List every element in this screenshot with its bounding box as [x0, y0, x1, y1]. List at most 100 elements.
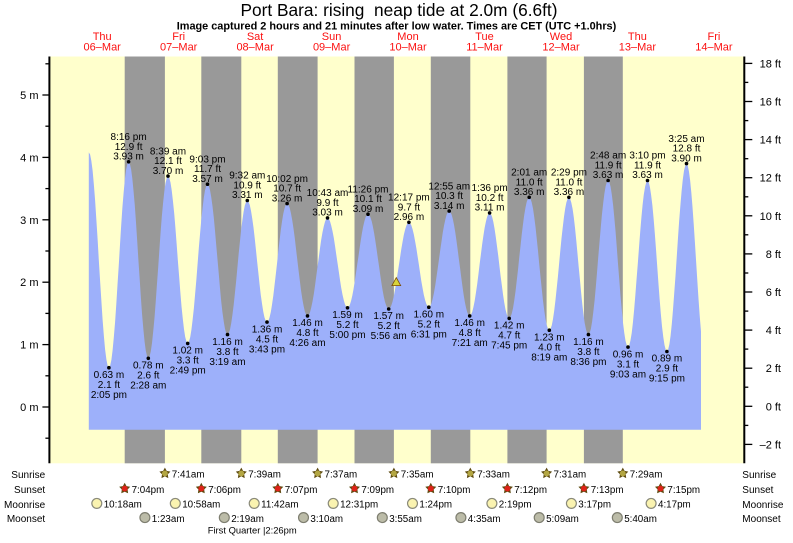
svg-text:3.63 m: 3.63 m	[593, 170, 624, 181]
svg-text:2:19pm: 2:19pm	[499, 500, 532, 511]
svg-text:1.46 m: 1.46 m	[292, 318, 323, 329]
svg-text:9:03 am: 9:03 am	[610, 369, 646, 380]
svg-text:3.90 m: 3.90 m	[671, 153, 702, 164]
svg-text:Port Bara: rising neap tide a: Port Bara: rising neap tide at 2.0m (6.6…	[241, 0, 558, 20]
svg-text:10.1 ft: 10.1 ft	[354, 194, 382, 205]
svg-text:2:29 pm: 2:29 pm	[551, 168, 587, 179]
svg-text:7:31am: 7:31am	[554, 470, 587, 481]
svg-text:3.31 m: 3.31 m	[232, 190, 263, 201]
svg-text:4.7 ft: 4.7 ft	[498, 331, 520, 342]
svg-text:10 ft: 10 ft	[760, 211, 781, 223]
svg-text:7:15pm: 7:15pm	[667, 485, 700, 496]
svg-text:4 m: 4 m	[20, 152, 38, 164]
svg-text:Sunrise: Sunrise	[742, 470, 776, 481]
svg-text:5.2 ft: 5.2 ft	[378, 321, 400, 332]
svg-text:2 ft: 2 ft	[766, 363, 781, 375]
svg-text:Sunset: Sunset	[14, 485, 45, 496]
svg-text:09–Mar: 09–Mar	[313, 41, 351, 53]
svg-text:1.02 m: 1.02 m	[172, 346, 203, 357]
svg-text:1.57 m: 1.57 m	[373, 311, 404, 322]
svg-text:10:58am: 10:58am	[182, 500, 220, 511]
svg-text:13–Mar: 13–Mar	[619, 41, 657, 53]
svg-text:4:35am: 4:35am	[468, 514, 501, 525]
svg-text:4.0 ft: 4.0 ft	[538, 342, 560, 353]
svg-text:3:10 pm: 3:10 pm	[629, 151, 665, 162]
svg-text:0 m: 0 m	[20, 402, 38, 414]
svg-text:7:09pm: 7:09pm	[361, 485, 394, 496]
svg-text:7:13pm: 7:13pm	[591, 485, 624, 496]
svg-text:11.0 ft: 11.0 ft	[555, 177, 582, 188]
svg-text:4:26 am: 4:26 am	[289, 338, 325, 349]
svg-text:7:39am: 7:39am	[248, 470, 281, 481]
svg-text:11.7 ft: 11.7 ft	[194, 164, 221, 175]
svg-text:3.26 m: 3.26 m	[272, 193, 303, 204]
svg-text:7:33am: 7:33am	[477, 470, 510, 481]
svg-text:2.6 ft: 2.6 ft	[137, 371, 159, 382]
svg-text:7:21 am: 7:21 am	[452, 338, 488, 349]
svg-text:7:45 pm: 7:45 pm	[491, 341, 527, 352]
svg-text:Wed: Wed	[550, 31, 572, 43]
svg-text:1:24pm: 1:24pm	[419, 500, 452, 511]
svg-text:Sunrise: Sunrise	[11, 470, 45, 481]
svg-text:9.9 ft: 9.9 ft	[316, 198, 338, 209]
svg-text:3.09 m: 3.09 m	[353, 204, 384, 215]
svg-text:0.78 m: 0.78 m	[133, 361, 164, 372]
svg-text:3.36 m: 3.36 m	[554, 187, 585, 198]
svg-text:8:36 pm: 8:36 pm	[570, 357, 606, 368]
svg-text:Fri: Fri	[172, 31, 185, 43]
svg-text:3.36 m: 3.36 m	[514, 187, 545, 198]
svg-text:1.16 m: 1.16 m	[212, 337, 243, 348]
svg-text:5:00 pm: 5:00 pm	[329, 330, 365, 341]
svg-text:10.7 ft: 10.7 ft	[273, 184, 301, 195]
svg-text:Thu: Thu	[93, 31, 112, 43]
svg-text:10:18am: 10:18am	[104, 500, 142, 511]
svg-text:3.70 m: 3.70 m	[153, 166, 184, 177]
svg-text:1.16 m: 1.16 m	[573, 337, 604, 348]
svg-text:7:06pm: 7:06pm	[208, 485, 241, 496]
svg-text:Sun: Sun	[322, 31, 342, 43]
svg-text:7:10pm: 7:10pm	[438, 485, 471, 496]
svg-text:1:36 pm: 1:36 pm	[472, 183, 508, 194]
svg-text:3.1 ft: 3.1 ft	[617, 359, 639, 370]
svg-text:3.93 m: 3.93 m	[113, 152, 144, 163]
svg-text:10:43 am: 10:43 am	[307, 188, 349, 199]
svg-text:8:19 am: 8:19 am	[531, 352, 567, 363]
svg-text:11.0 ft: 11.0 ft	[516, 177, 543, 188]
svg-text:11:26 pm: 11:26 pm	[348, 184, 389, 195]
svg-text:4.8 ft: 4.8 ft	[459, 328, 481, 339]
svg-text:3.03 m: 3.03 m	[312, 208, 343, 219]
svg-text:2.96 m: 2.96 m	[394, 212, 425, 223]
svg-text:9:03 pm: 9:03 pm	[189, 154, 225, 165]
svg-text:Sat: Sat	[247, 31, 264, 43]
svg-text:0.63 m: 0.63 m	[94, 370, 125, 381]
svg-text:10.3 ft: 10.3 ft	[435, 191, 463, 202]
svg-text:3.57 m: 3.57 m	[192, 174, 223, 185]
svg-text:14–Mar: 14–Mar	[695, 41, 733, 53]
svg-text:12:55 am: 12:55 am	[428, 181, 470, 192]
svg-text:7:07pm: 7:07pm	[285, 485, 318, 496]
svg-text:5.2 ft: 5.2 ft	[418, 319, 440, 330]
svg-text:2:01 am: 2:01 am	[511, 168, 547, 179]
svg-text:0 ft: 0 ft	[766, 401, 781, 413]
svg-text:First Quarter |2:26pm: First Quarter |2:26pm	[208, 525, 297, 536]
svg-text:9:15 pm: 9:15 pm	[649, 374, 685, 385]
svg-text:5.2 ft: 5.2 ft	[336, 320, 358, 331]
svg-text:2:48 am: 2:48 am	[590, 151, 626, 162]
svg-text:1.42 m: 1.42 m	[494, 321, 525, 332]
svg-text:Image captured 2 hours and 21: Image captured 2 hours and 21 minutes af…	[177, 21, 617, 33]
svg-text:2:19am: 2:19am	[231, 514, 264, 525]
svg-text:3.8 ft: 3.8 ft	[216, 347, 238, 358]
svg-text:Moonset: Moonset	[742, 514, 781, 525]
svg-text:1.46 m: 1.46 m	[454, 318, 485, 329]
svg-text:2 m: 2 m	[20, 277, 38, 289]
svg-text:2:05 pm: 2:05 pm	[91, 390, 127, 401]
svg-text:1 m: 1 m	[20, 340, 38, 352]
svg-text:4.5 ft: 4.5 ft	[256, 334, 278, 345]
svg-text:Sunset: Sunset	[742, 485, 773, 496]
svg-text:8 ft: 8 ft	[766, 249, 781, 261]
svg-text:3.8 ft: 3.8 ft	[577, 347, 599, 358]
svg-text:0.96 m: 0.96 m	[613, 349, 644, 360]
svg-text:1.23 m: 1.23 m	[534, 332, 565, 343]
svg-text:7:41am: 7:41am	[172, 470, 205, 481]
svg-text:9:32 am: 9:32 am	[229, 171, 265, 182]
